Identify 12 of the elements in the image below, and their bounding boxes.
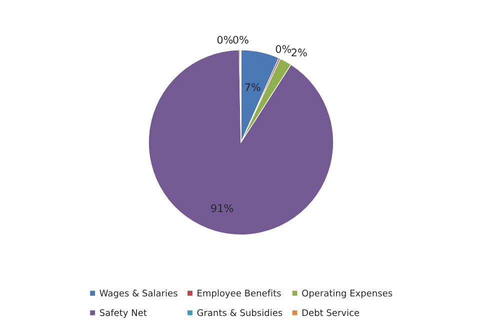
legend-label: Debt Service: [302, 309, 360, 316]
data-label: 7%: [245, 83, 260, 92]
data-label: 2%: [292, 48, 307, 56]
data-label: 0%: [276, 45, 292, 53]
data-label: 0%: [233, 36, 248, 44]
legend-label: Grants & Subsidies: [197, 309, 282, 316]
data-label: 0%: [217, 36, 233, 44]
data-label: 91%: [211, 204, 234, 212]
legend-label: Operating Expenses: [302, 290, 392, 298]
legend-label: Safety Net: [100, 309, 147, 318]
legend-label: Wages & Salaries: [100, 290, 178, 298]
legend-label: Employee Benefits: [198, 290, 281, 298]
